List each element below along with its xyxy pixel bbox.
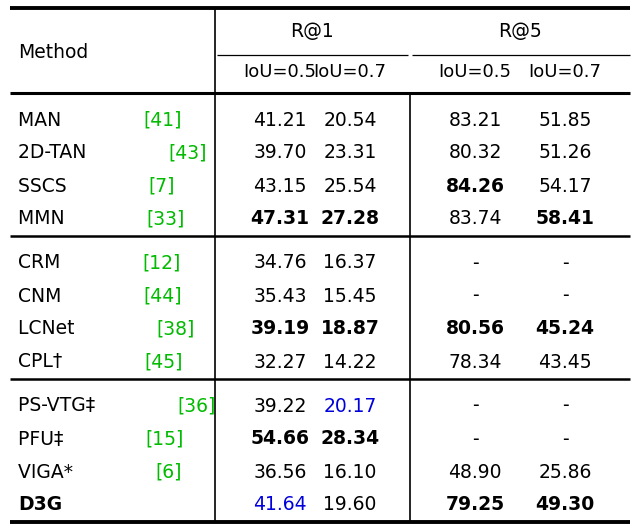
Text: 39.22: 39.22: [253, 396, 307, 416]
Text: 20.17: 20.17: [323, 396, 377, 416]
Text: 23.31: 23.31: [323, 144, 377, 163]
Text: MMN: MMN: [18, 209, 70, 228]
Text: 19.60: 19.60: [323, 496, 377, 515]
Text: 47.31: 47.31: [250, 209, 310, 228]
Text: 28.34: 28.34: [321, 429, 380, 448]
Text: 25.54: 25.54: [323, 176, 377, 196]
Text: 79.25: 79.25: [445, 496, 504, 515]
Text: [45]: [45]: [144, 352, 182, 372]
Text: 2D-TAN: 2D-TAN: [18, 144, 92, 163]
Text: 25.86: 25.86: [538, 463, 592, 481]
Text: 41.64: 41.64: [253, 496, 307, 515]
Text: -: -: [562, 287, 568, 305]
Text: 18.87: 18.87: [321, 320, 380, 339]
Text: 16.10: 16.10: [323, 463, 377, 481]
Text: 49.30: 49.30: [536, 496, 595, 515]
Text: 51.26: 51.26: [538, 144, 592, 163]
Text: LCNet: LCNet: [18, 320, 81, 339]
Text: PFU‡: PFU‡: [18, 429, 69, 448]
Text: [12]: [12]: [142, 253, 180, 272]
Text: 41.21: 41.21: [253, 110, 307, 129]
Text: VIGA*: VIGA*: [18, 463, 79, 481]
Text: 43.15: 43.15: [253, 176, 307, 196]
Text: 20.54: 20.54: [323, 110, 377, 129]
Text: 43.45: 43.45: [538, 352, 592, 372]
Text: -: -: [472, 429, 478, 448]
Text: 54.66: 54.66: [250, 429, 310, 448]
Text: 45.24: 45.24: [536, 320, 595, 339]
Text: [43]: [43]: [168, 144, 207, 163]
Text: -: -: [472, 396, 478, 416]
Text: -: -: [472, 287, 478, 305]
Text: 54.17: 54.17: [538, 176, 592, 196]
Text: 27.28: 27.28: [321, 209, 380, 228]
Text: 83.74: 83.74: [448, 209, 502, 228]
Text: 32.27: 32.27: [253, 352, 307, 372]
Text: CRM: CRM: [18, 253, 67, 272]
Text: [15]: [15]: [145, 429, 184, 448]
Text: 58.41: 58.41: [536, 209, 595, 228]
Text: 36.56: 36.56: [253, 463, 307, 481]
Text: 39.70: 39.70: [253, 144, 307, 163]
Text: 34.76: 34.76: [253, 253, 307, 272]
Text: 80.32: 80.32: [448, 144, 502, 163]
Text: -: -: [472, 253, 478, 272]
Text: Method: Method: [18, 42, 88, 61]
Text: [36]: [36]: [177, 396, 216, 416]
Text: R@1: R@1: [291, 22, 334, 41]
Text: MAN: MAN: [18, 110, 67, 129]
Text: CPL†: CPL†: [18, 352, 68, 372]
Text: -: -: [562, 396, 568, 416]
Text: 80.56: 80.56: [445, 320, 504, 339]
Text: 83.21: 83.21: [448, 110, 502, 129]
Text: 39.19: 39.19: [250, 320, 310, 339]
Text: IoU=0.7: IoU=0.7: [529, 63, 602, 81]
Text: IoU=0.5: IoU=0.5: [438, 63, 511, 81]
Text: -: -: [562, 253, 568, 272]
Text: 16.37: 16.37: [323, 253, 377, 272]
Text: SSCS: SSCS: [18, 176, 72, 196]
Text: D3G: D3G: [18, 496, 62, 515]
Text: 51.85: 51.85: [538, 110, 592, 129]
Text: 48.90: 48.90: [448, 463, 502, 481]
Text: PS-VTG‡: PS-VTG‡: [18, 396, 101, 416]
Text: [38]: [38]: [156, 320, 195, 339]
Text: 15.45: 15.45: [323, 287, 377, 305]
Text: [41]: [41]: [143, 110, 182, 129]
Text: -: -: [562, 429, 568, 448]
Text: 78.34: 78.34: [448, 352, 502, 372]
Text: [6]: [6]: [155, 463, 182, 481]
Text: CNM: CNM: [18, 287, 67, 305]
Text: IoU=0.7: IoU=0.7: [314, 63, 387, 81]
Text: 14.22: 14.22: [323, 352, 377, 372]
Text: 84.26: 84.26: [445, 176, 504, 196]
Text: 35.43: 35.43: [253, 287, 307, 305]
Text: R@5: R@5: [498, 22, 542, 41]
Text: [44]: [44]: [143, 287, 182, 305]
Text: [7]: [7]: [148, 176, 175, 196]
Text: IoU=0.5: IoU=0.5: [243, 63, 317, 81]
Text: [33]: [33]: [147, 209, 185, 228]
